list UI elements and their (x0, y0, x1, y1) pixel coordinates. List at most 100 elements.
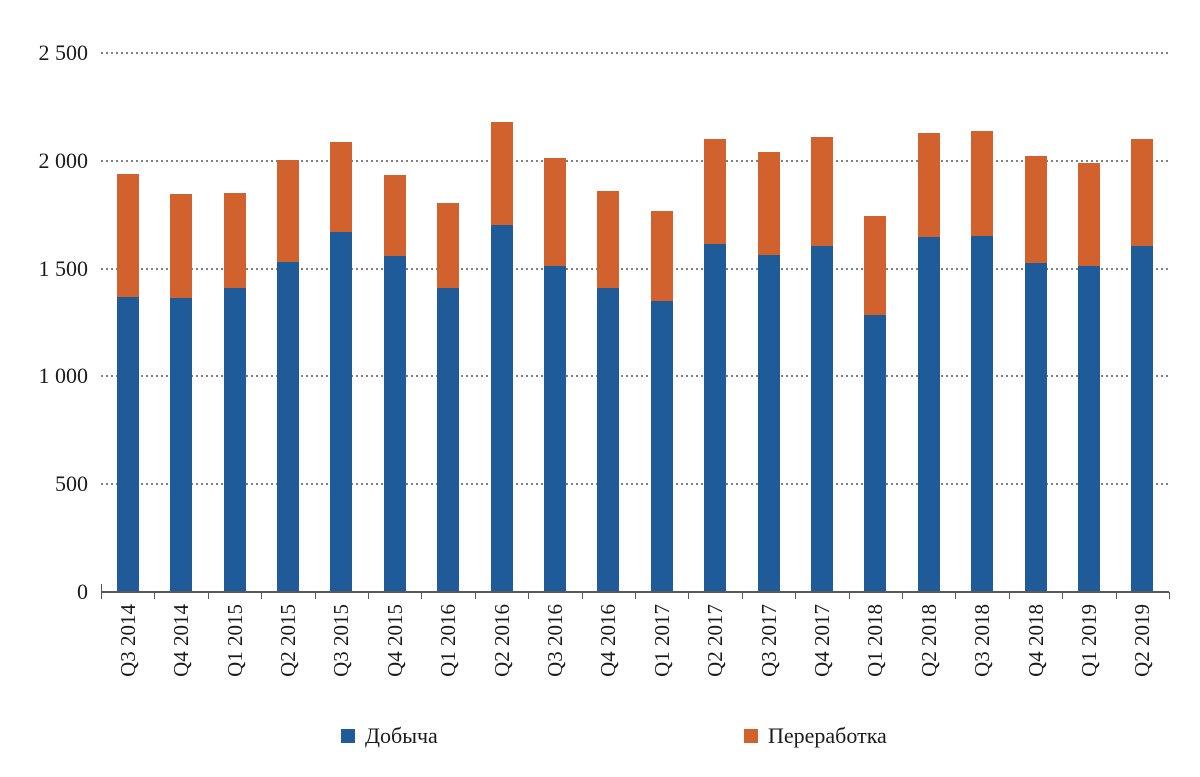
y-axis-label: 0 (77, 579, 88, 604)
x-axis-tick (902, 592, 903, 599)
bar-segment-processing (597, 190, 620, 288)
processing-legend-label: Переработка (768, 723, 887, 748)
x-axis-tick (955, 592, 957, 599)
x-axis-tick (1008, 592, 1010, 599)
bar-segment-processing (170, 194, 193, 298)
y-axis-label: 2 500 (38, 40, 89, 65)
x-axis-tick (635, 592, 636, 599)
bar-segment-processing (704, 139, 727, 244)
x-axis-label: Q1 2019 (1076, 604, 1101, 677)
bar-segment-production (543, 266, 566, 592)
x-axis-label: Q2 2017 (703, 604, 728, 677)
x-axis-label: Q2 2015 (275, 604, 300, 677)
bar-segment-processing (864, 215, 887, 315)
x-axis-tick (368, 592, 369, 599)
x-axis-label: Q4 2015 (382, 604, 407, 677)
bar-segment-processing (1024, 156, 1047, 264)
x-axis-tick (528, 592, 530, 599)
gridline-500 (101, 483, 1169, 486)
x-axis-tick (795, 592, 797, 599)
x-axis-label: Q1 2018 (863, 604, 888, 677)
production-legend-label: Добыча (365, 723, 438, 748)
bar-segment-production (1131, 245, 1154, 592)
bar-segment-production (971, 236, 994, 592)
bar-segment-production (437, 288, 460, 592)
bar-segment-processing (917, 132, 940, 238)
bar-segment-processing (276, 159, 299, 263)
legend-item-production: Добыча (341, 724, 438, 748)
bar-segment-processing (1077, 162, 1100, 267)
x-axis-label: Q1 2015 (222, 604, 247, 677)
bar-segment-processing (971, 130, 994, 237)
bar-segment-production (383, 255, 406, 592)
x-axis-line (101, 591, 1169, 593)
x-axis-tick (421, 592, 423, 599)
x-axis-tick (848, 592, 850, 599)
x-axis-label: Q3 2015 (329, 604, 354, 677)
bar-segment-production (704, 243, 727, 592)
x-axis-tick (207, 592, 209, 599)
x-axis-label: Q3 2016 (542, 604, 567, 677)
x-axis-label: Q2 2019 (1130, 604, 1155, 677)
x-axis-tick (1169, 592, 1170, 599)
x-axis-label: Q3 2014 (115, 604, 140, 677)
gridline-1500 (101, 267, 1169, 270)
y-axis-corner-tick (101, 584, 102, 599)
bar-segment-processing (810, 137, 833, 246)
bar-segment-production (223, 288, 246, 592)
x-axis-label: Q2 2018 (916, 604, 941, 677)
bar-segment-production (116, 296, 139, 592)
production-legend-swatch (341, 729, 355, 743)
x-axis-tick (581, 592, 583, 599)
y-axis-label: 1 000 (38, 363, 89, 389)
y-axis-label: 500 (55, 471, 88, 497)
bar-segment-production (917, 237, 940, 592)
x-axis-tick (1062, 592, 1064, 599)
x-axis-tick (314, 592, 316, 599)
bar-segment-production (330, 231, 353, 592)
x-axis-tick (261, 592, 263, 599)
x-axis-label: Q4 2017 (809, 604, 834, 677)
bar-segment-production (864, 314, 887, 592)
x-axis-label: Q4 2016 (596, 604, 621, 677)
gridline-2500 (101, 52, 1169, 54)
bar-segment-processing (490, 121, 513, 226)
legend-item-processing: Переработка (744, 724, 887, 748)
x-axis-tick (474, 592, 476, 599)
bar-segment-production (650, 300, 673, 592)
bar-segment-production (170, 297, 193, 592)
x-axis-tick (154, 592, 156, 599)
bar-segment-processing (650, 211, 673, 301)
bar-segment-processing (116, 173, 139, 297)
bar-segment-processing (543, 157, 566, 267)
bar-segment-production (597, 288, 620, 592)
x-axis-tick (101, 592, 102, 599)
y-axis-label: 2 000 (38, 147, 89, 173)
x-axis-label: Q3 2018 (970, 604, 995, 677)
x-axis-label: Q2 2016 (489, 604, 514, 677)
gridline-1000 (101, 375, 1169, 378)
bar-segment-processing (1131, 139, 1154, 246)
bar-segment-production (490, 225, 513, 592)
bar-segment-production (1077, 266, 1100, 592)
bar-segment-production (757, 254, 780, 592)
bar-segment-production (810, 245, 833, 592)
y-axis-label: 1 500 (38, 255, 89, 281)
x-axis-label: Q4 2018 (1023, 604, 1048, 677)
x-axis-label: Q1 2016 (436, 604, 461, 677)
bar-segment-processing (757, 152, 780, 255)
bar-segment-processing (437, 202, 460, 288)
x-axis-tick (1115, 592, 1117, 599)
x-axis-label: Q3 2017 (756, 604, 781, 677)
x-axis-label: Q1 2017 (649, 604, 674, 677)
gridline-2000 (101, 159, 1169, 162)
x-axis-tick (741, 592, 743, 599)
x-axis-tick (688, 592, 690, 599)
bar-segment-processing (383, 174, 406, 256)
processing-legend-swatch (744, 729, 758, 743)
bar-segment-processing (223, 193, 246, 288)
bar-segment-production (1024, 263, 1047, 592)
bar-segment-processing (330, 142, 353, 232)
x-axis-label: Q4 2014 (169, 604, 194, 677)
